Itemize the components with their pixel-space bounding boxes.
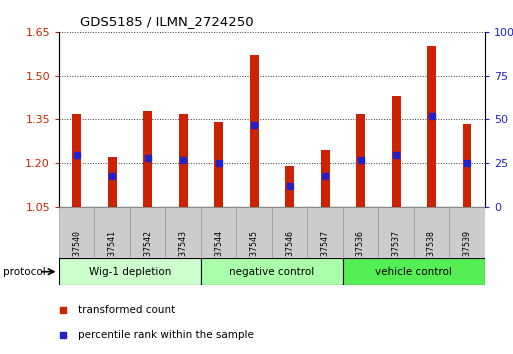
Text: GSM737546: GSM737546 (285, 230, 294, 275)
Bar (72, 114, 81, 207)
Text: vehicle control: vehicle control (376, 267, 452, 277)
Text: GSM737540: GSM737540 (72, 230, 81, 275)
Bar (427, 46, 436, 207)
Bar (143, 111, 152, 207)
Text: GSM737539: GSM737539 (463, 230, 471, 275)
Bar (165, 207, 201, 258)
Text: GSM737547: GSM737547 (321, 230, 330, 275)
Bar (201, 258, 343, 285)
Bar (449, 207, 485, 258)
Bar (285, 166, 294, 207)
Text: protocol: protocol (3, 267, 45, 277)
Bar (179, 114, 188, 207)
Bar (250, 55, 259, 207)
Text: GSM737537: GSM737537 (391, 230, 401, 275)
Text: GSM737545: GSM737545 (250, 230, 259, 275)
Bar (201, 207, 236, 258)
Bar (414, 207, 449, 258)
Bar (130, 207, 165, 258)
Bar (59, 207, 94, 258)
Bar (307, 207, 343, 258)
Text: percentile rank within the sample: percentile rank within the sample (78, 330, 254, 339)
Bar (463, 124, 471, 207)
Bar (378, 207, 414, 258)
Text: GSM737542: GSM737542 (143, 230, 152, 275)
Text: transformed count: transformed count (78, 305, 175, 315)
Bar (321, 150, 329, 207)
Bar (272, 207, 307, 258)
Bar (214, 122, 223, 207)
Bar (356, 114, 365, 207)
Text: Wig-1 depletion: Wig-1 depletion (89, 267, 171, 277)
Text: GSM737541: GSM737541 (108, 230, 117, 275)
Text: GSM737538: GSM737538 (427, 230, 436, 275)
Text: GSM737543: GSM737543 (179, 230, 188, 275)
Text: negative control: negative control (229, 267, 314, 277)
Text: GSM737536: GSM737536 (356, 230, 365, 275)
Bar (391, 96, 401, 207)
Text: GSM737544: GSM737544 (214, 230, 223, 275)
Bar (59, 258, 201, 285)
Bar (94, 207, 130, 258)
Bar (108, 158, 116, 207)
Bar (343, 207, 378, 258)
Text: GDS5185 / ILMN_2724250: GDS5185 / ILMN_2724250 (80, 15, 254, 28)
Bar (343, 258, 485, 285)
Bar (236, 207, 272, 258)
